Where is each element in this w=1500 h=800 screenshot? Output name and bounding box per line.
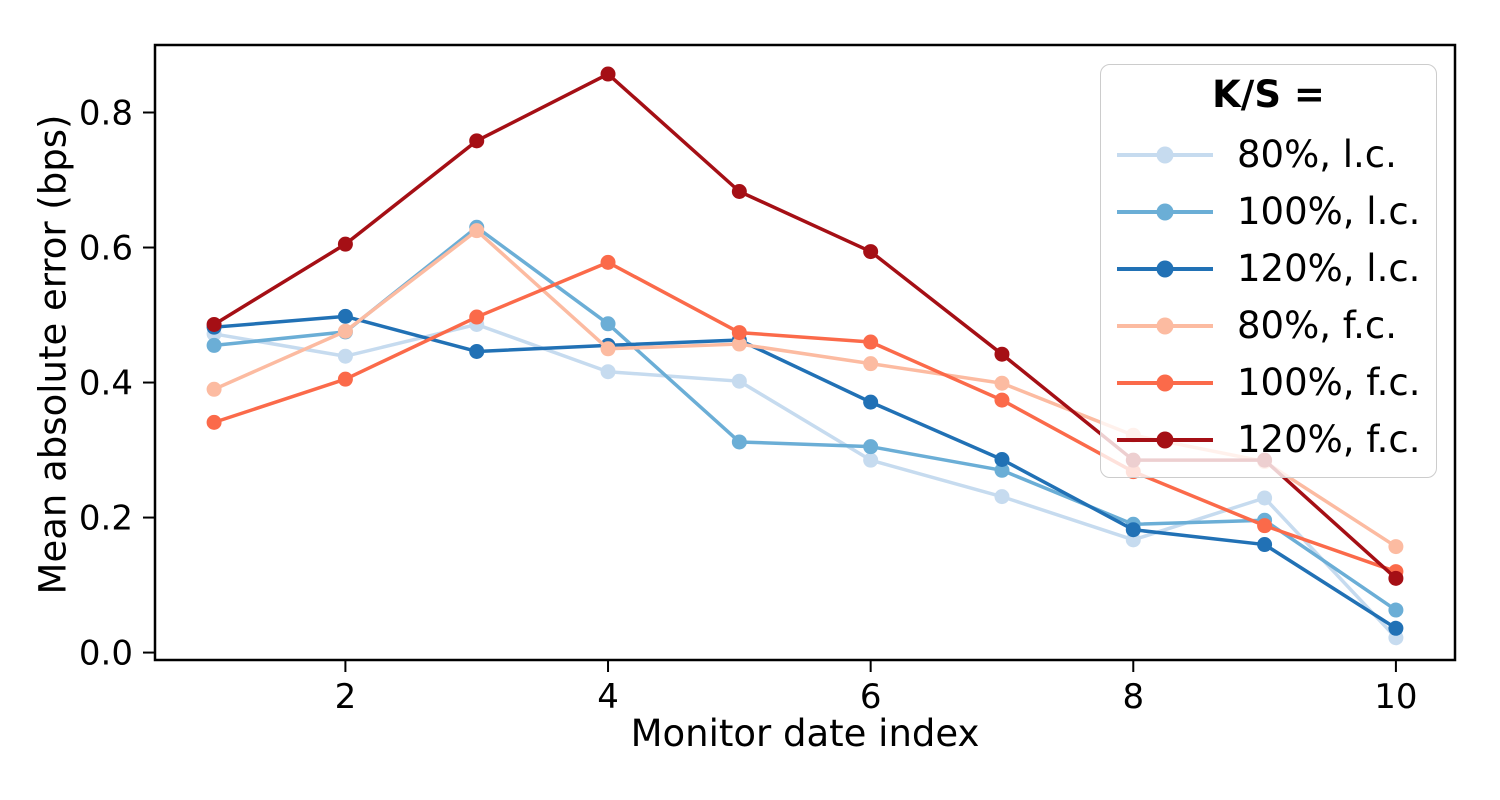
legend: K/S = 80%, l.c. 100%, l.c. 120%, l.c. 80%, … [1100, 64, 1437, 478]
legend-marker [1156, 260, 1174, 277]
legend-entry-label: 120%, f.c. [1237, 418, 1421, 461]
data-point [600, 341, 616, 357]
data-point [731, 336, 747, 352]
data-point [1257, 518, 1273, 534]
y-axis-label: Mean absolute error (bps) [31, 114, 75, 595]
data-point [863, 439, 879, 455]
legend-entry-label: 120%, l.c. [1237, 247, 1421, 290]
x-tick-label: 10 [1374, 677, 1417, 717]
legend-entry: 100%, f.c. [1101, 354, 1436, 411]
legend-entry: 80%, l.c. [1101, 126, 1436, 183]
data-point [206, 337, 222, 353]
y-tick-label: 0.0 [79, 634, 133, 674]
plot-frame [153, 43, 1457, 662]
data-point [994, 489, 1010, 505]
data-point [469, 309, 485, 325]
y-tick-label: 0.6 [79, 229, 133, 269]
legend-sample-line [1117, 317, 1213, 334]
series-line [213, 260, 1397, 574]
legend-entry-label: 80%, f.c. [1237, 304, 1397, 347]
data-point [337, 236, 353, 252]
legend-marker [1156, 431, 1174, 448]
data-point [1257, 537, 1273, 553]
legend-title: K/S = [1212, 73, 1325, 116]
data-point [1388, 539, 1404, 555]
x-tick-label: 6 [860, 677, 882, 717]
legend-entry: 80%, f.c. [1101, 297, 1436, 354]
data-point [469, 133, 485, 149]
data-point [600, 254, 616, 270]
data-point [1125, 522, 1141, 538]
data-point [600, 66, 616, 82]
data-point [863, 394, 879, 410]
data-point [206, 316, 222, 332]
data-point [600, 316, 616, 332]
data-point [731, 434, 747, 450]
data-point [994, 375, 1010, 391]
series-line [213, 322, 1398, 639]
data-point [469, 343, 485, 359]
series-80-l-c- [206, 316, 1404, 646]
legend-sample-line [1117, 431, 1213, 448]
legend-entry-label: 80%, l.c. [1237, 133, 1397, 176]
data-point [1388, 602, 1404, 618]
data-point [206, 414, 222, 430]
x-tick-label: 8 [1122, 677, 1144, 717]
legend-entry-label: 100%, l.c. [1237, 190, 1421, 233]
x-axis-label: Monitor date index [630, 712, 980, 755]
data-point [1388, 570, 1404, 586]
data-point [863, 334, 879, 350]
legend-entry: 100%, l.c. [1101, 183, 1436, 240]
data-point [206, 381, 222, 397]
legend-sample-line [1117, 260, 1213, 277]
series-line [213, 314, 1397, 630]
data-point [600, 364, 616, 380]
legend-marker [1156, 146, 1174, 163]
legend-sample-line [1117, 374, 1213, 391]
data-point [731, 373, 747, 389]
data-point [994, 462, 1010, 478]
data-point [337, 348, 353, 364]
y-tick-label: 0.8 [79, 94, 133, 134]
data-point [337, 323, 353, 339]
data-point [863, 356, 879, 372]
data-point [337, 308, 353, 324]
data-point [863, 244, 879, 260]
data-point [1257, 490, 1273, 506]
data-point [994, 452, 1010, 468]
data-point [994, 392, 1010, 408]
legend-marker [1156, 374, 1174, 391]
y-tick-label: 0.4 [79, 364, 133, 404]
data-point [994, 346, 1010, 362]
legend-sample-line [1117, 203, 1213, 220]
y-tick-label: 0.2 [79, 499, 133, 539]
legend-sample-line [1117, 146, 1213, 163]
legend-marker [1156, 317, 1174, 334]
legend-entry: 120%, f.c. [1101, 411, 1436, 468]
legend-marker [1156, 203, 1174, 220]
axis-ticks: 2 4 6 8 10 0.0 0.2 0.4 0.6 0.8 [79, 94, 1418, 717]
data-point [731, 325, 747, 341]
legend-entries: 80%, l.c. 100%, l.c. 120%, l.c. 80%, f.c. 10… [1101, 126, 1436, 468]
x-tick-label: 2 [335, 677, 357, 717]
data-point [337, 371, 353, 387]
data-point [1388, 620, 1404, 636]
data-point [731, 183, 747, 199]
x-tick-label: 4 [597, 677, 619, 717]
data-point [863, 452, 879, 468]
legend-entry-label: 100%, f.c. [1237, 361, 1421, 404]
data-point [469, 223, 485, 239]
legend-entry: 120%, l.c. [1101, 240, 1436, 297]
